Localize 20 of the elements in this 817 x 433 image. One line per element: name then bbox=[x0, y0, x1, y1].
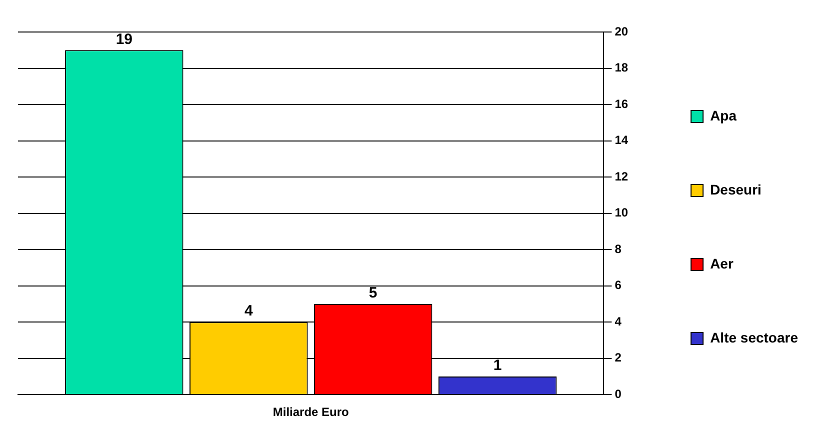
y-tick-label: 10 bbox=[614, 206, 628, 220]
legend-label: Alte sectoare bbox=[710, 329, 798, 346]
y-tick-label: 6 bbox=[614, 278, 622, 292]
legend-label: Deseuri bbox=[710, 181, 762, 198]
y-tick-label: 14 bbox=[614, 133, 628, 148]
data-label: 1 bbox=[493, 357, 502, 374]
y-tick-label: 8 bbox=[614, 242, 622, 256]
x-tick-label: Miliarde Euro bbox=[272, 405, 349, 420]
legend-label: Aer bbox=[710, 255, 734, 272]
y-tick-label: 2 bbox=[614, 350, 622, 365]
data-label: 4 bbox=[244, 302, 254, 320]
data-label: 19 bbox=[116, 30, 133, 48]
y-tick-label: 0 bbox=[614, 386, 622, 401]
y-tick-label: 18 bbox=[614, 60, 628, 75]
y-tick-label: 4 bbox=[614, 314, 622, 328]
legend-label: Apa bbox=[710, 107, 737, 124]
data-label: 5 bbox=[368, 284, 378, 302]
y-tick-label: 16 bbox=[614, 96, 628, 111]
y-tick-label: 12 bbox=[614, 169, 628, 184]
y-tick-label: 20 bbox=[614, 24, 628, 38]
